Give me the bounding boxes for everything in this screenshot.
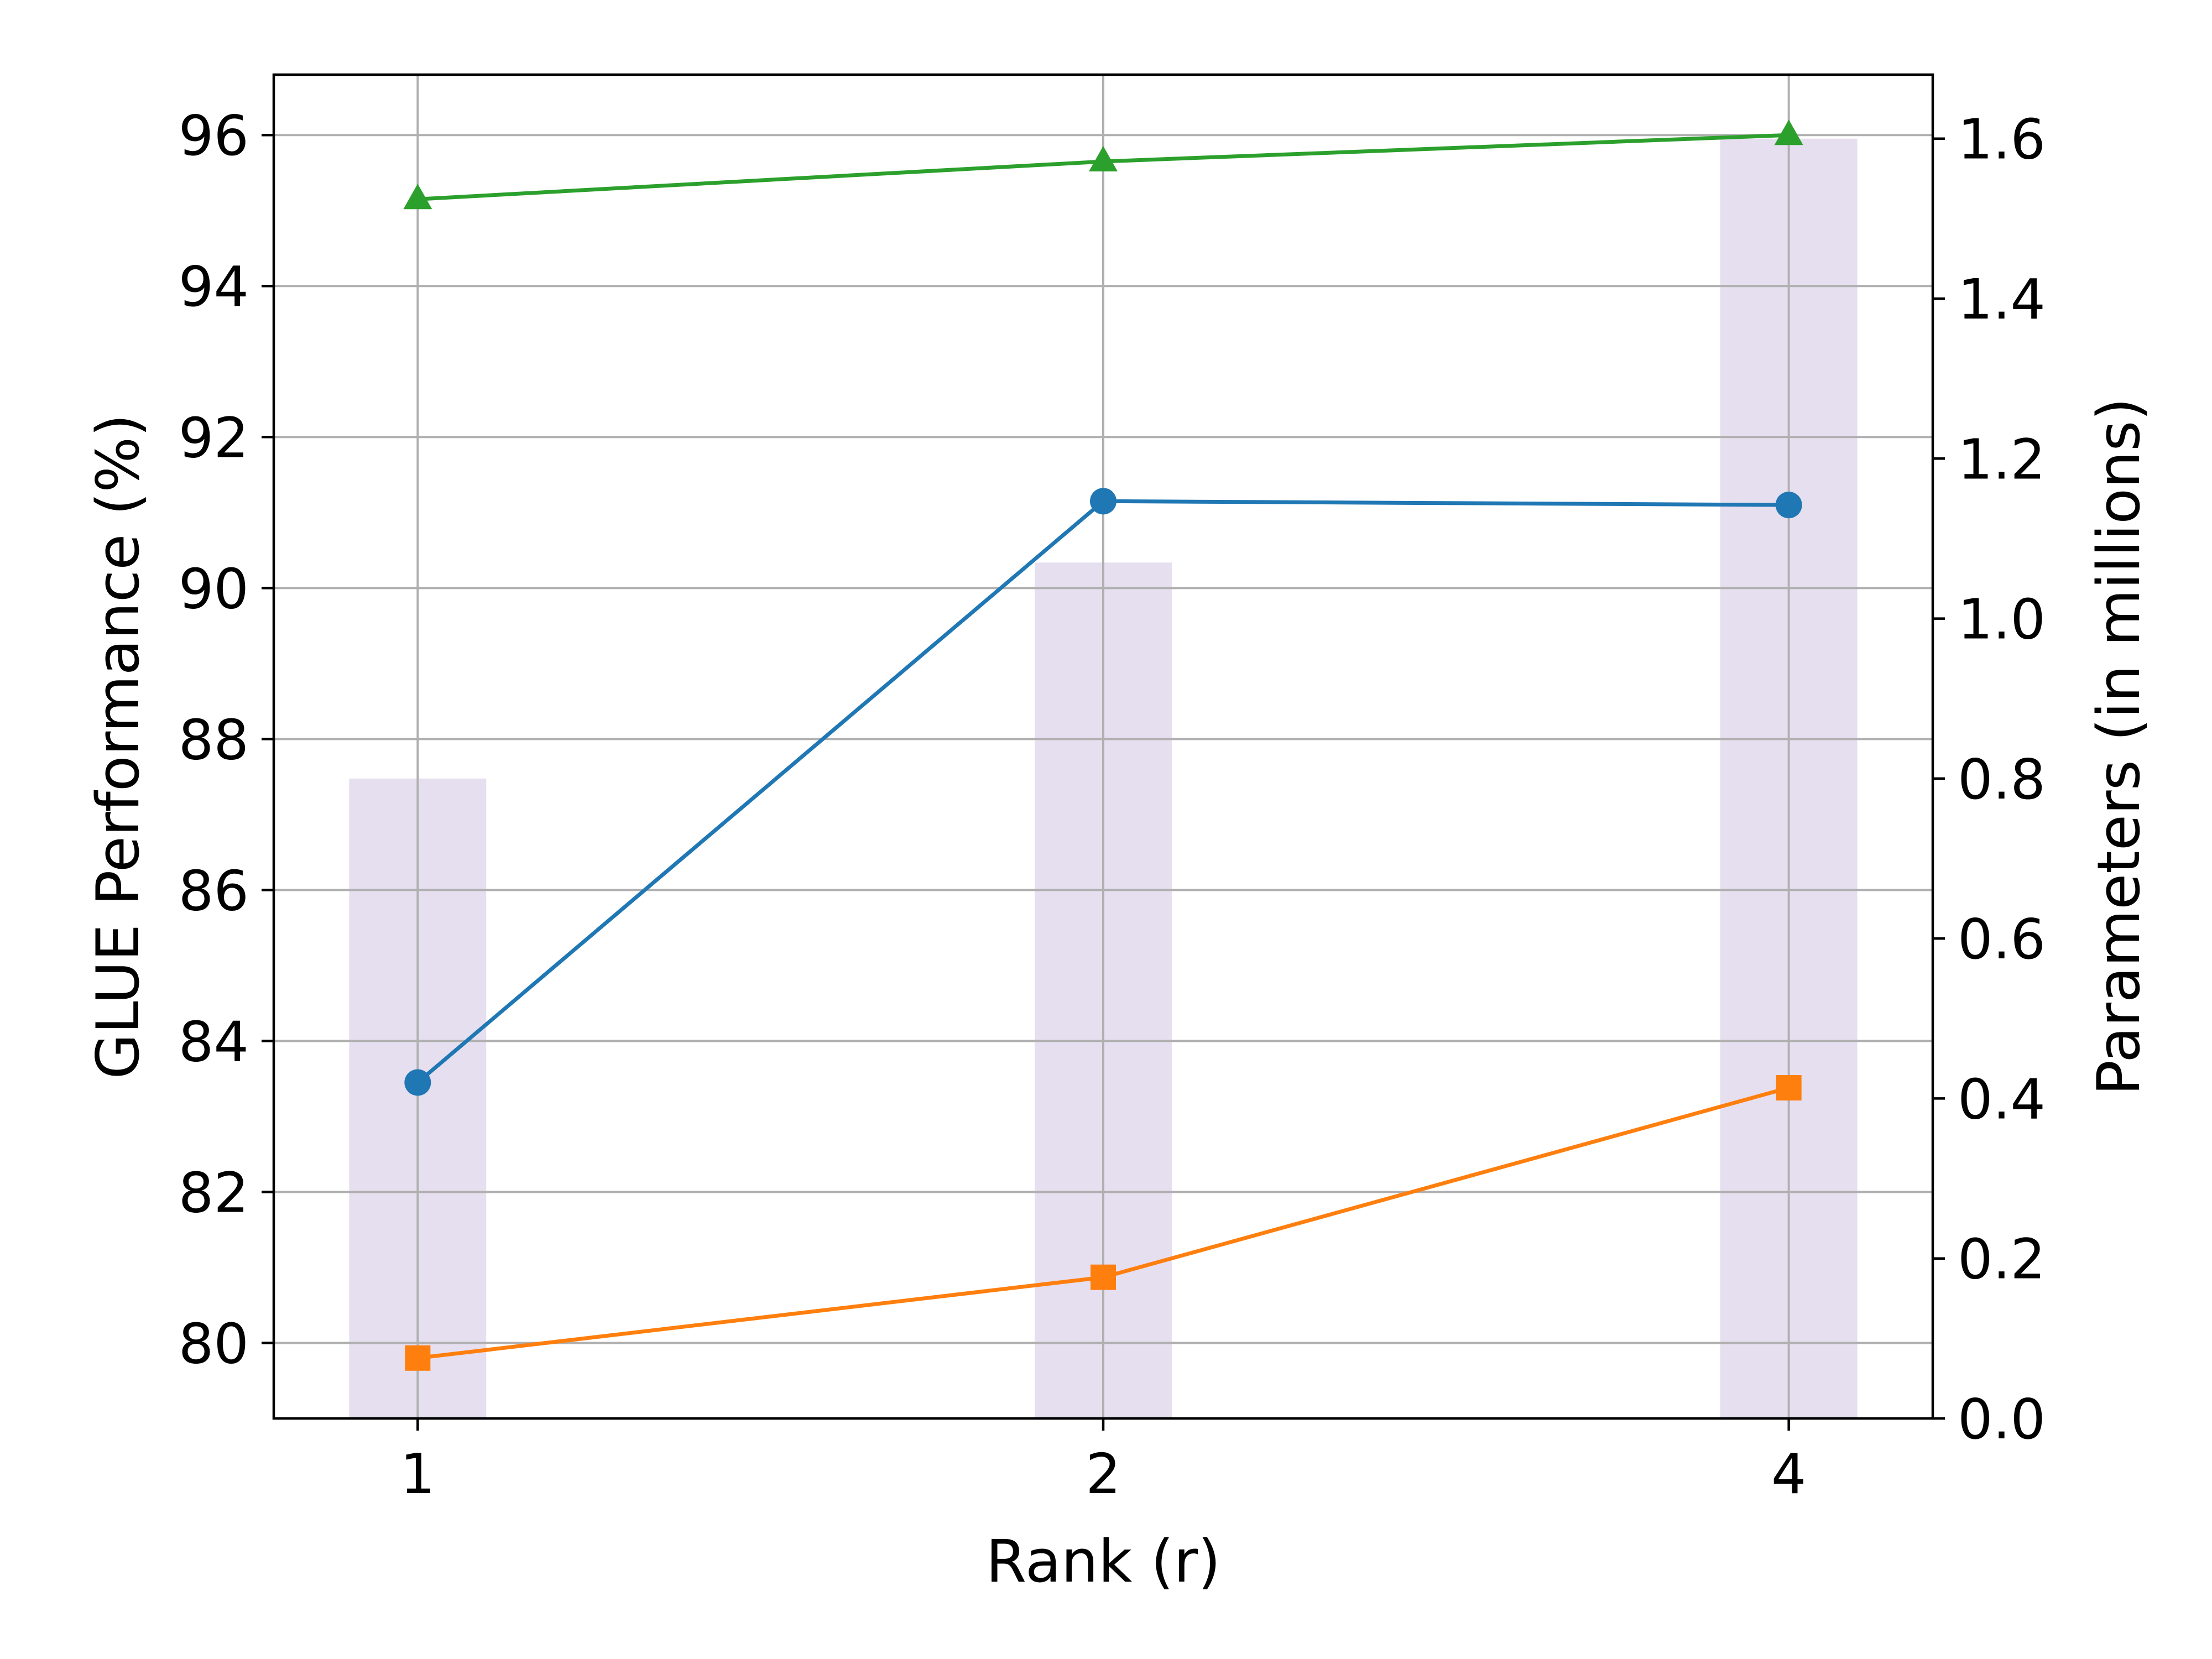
x-axis-label: Rank (r) — [986, 1527, 1221, 1595]
grid — [274, 75, 1933, 1418]
x-tick-label: 2 — [1086, 1442, 1121, 1506]
data-point — [403, 184, 432, 210]
y-tick-label: 90 — [179, 556, 249, 621]
y-tick-label: 80 — [179, 1311, 249, 1376]
y2-tick-label: 1.0 — [1958, 587, 2046, 652]
data-point — [1091, 1264, 1116, 1290]
y-tick-label: 84 — [179, 1009, 249, 1074]
x-tick-label: 1 — [400, 1442, 436, 1506]
performance-series — [403, 119, 1803, 1371]
y2-tick-label: 1.4 — [1958, 267, 2046, 332]
y-tick-label: 96 — [179, 103, 249, 168]
x-tick-label: 4 — [1771, 1442, 1807, 1506]
data-point — [404, 1069, 431, 1096]
y-tick-label: 88 — [179, 707, 249, 772]
data-point — [405, 1345, 431, 1371]
data-point — [1090, 488, 1117, 515]
data-point — [1776, 1075, 1802, 1101]
data-point — [1089, 145, 1118, 171]
y-axis-label: GLUE Performance (%) — [84, 414, 152, 1079]
y-tick-label: 86 — [179, 858, 249, 923]
y2-axis-label: Parameters (in millions) — [2085, 398, 2153, 1095]
y2-tick-label: 0.2 — [1958, 1227, 2046, 1292]
y2-tick-label: 1.6 — [1958, 107, 2046, 172]
y2-tick-label: 0.0 — [1958, 1387, 2046, 1452]
y-tick-label: 94 — [179, 254, 249, 319]
y2-tick-label: 0.6 — [1958, 907, 2046, 972]
y-tick-label: 92 — [179, 405, 249, 470]
data-point — [1774, 119, 1803, 145]
y-tick-label: 82 — [179, 1160, 249, 1225]
axis-ticks: 1 2 4 80 82 84 86 88 90 92 94 96 0.0 0.2 0.4 0.6 0.8 1.0 1… — [179, 103, 2046, 1506]
data-point — [1775, 492, 1802, 519]
y2-tick-label: 0.4 — [1958, 1067, 2046, 1131]
y2-tick-label: 0.8 — [1958, 747, 2046, 812]
y2-tick-label: 1.2 — [1958, 427, 2046, 492]
